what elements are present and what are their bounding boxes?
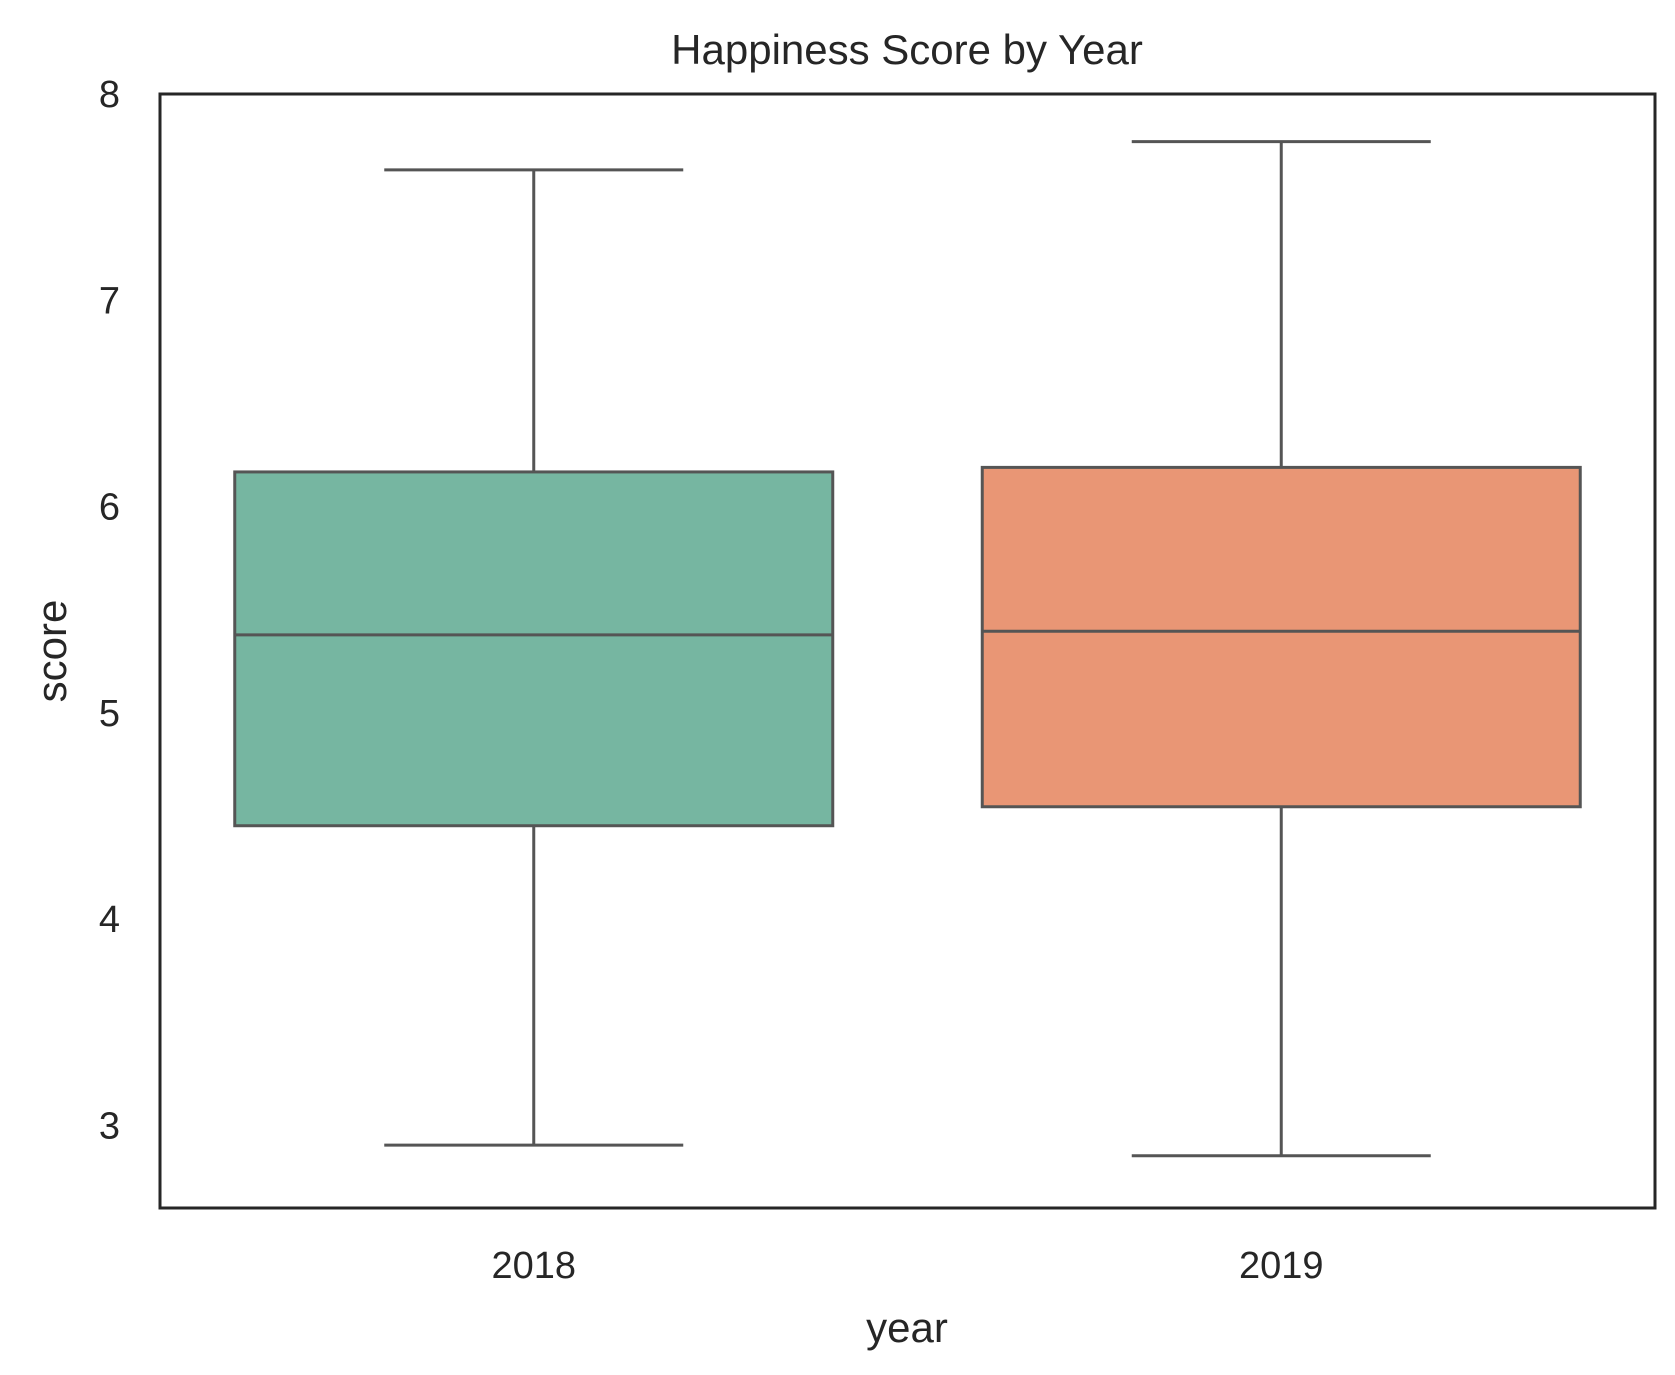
- x-tick-label-2018: 2018: [491, 1245, 576, 1287]
- y-tick-label-8: 8: [99, 74, 120, 116]
- plot-frame: [158, 92, 1657, 1210]
- y-tick-label-3: 3: [99, 1105, 120, 1147]
- box-2019: [980, 140, 1582, 1158]
- y-tick-label-4: 4: [99, 899, 120, 941]
- y-tick-labels: 3 4 5 6 7 8: [99, 74, 120, 1147]
- x-tick-label-2019: 2019: [1239, 1245, 1324, 1287]
- y-tick-label-6: 6: [99, 487, 120, 529]
- boxes-group: [233, 140, 1582, 1158]
- x-axis-label: year: [866, 1304, 948, 1351]
- box-2018: [233, 168, 835, 1147]
- iqr-box-2018: [233, 470, 835, 828]
- chart-title: Happiness Score by Year: [671, 26, 1143, 73]
- y-axis-label: score: [28, 600, 75, 703]
- y-tick-label-5: 5: [99, 693, 120, 735]
- y-tick-label-7: 7: [99, 280, 120, 322]
- x-tick-labels: 2018 2019: [491, 1245, 1323, 1287]
- iqr-box-2019: [980, 465, 1582, 809]
